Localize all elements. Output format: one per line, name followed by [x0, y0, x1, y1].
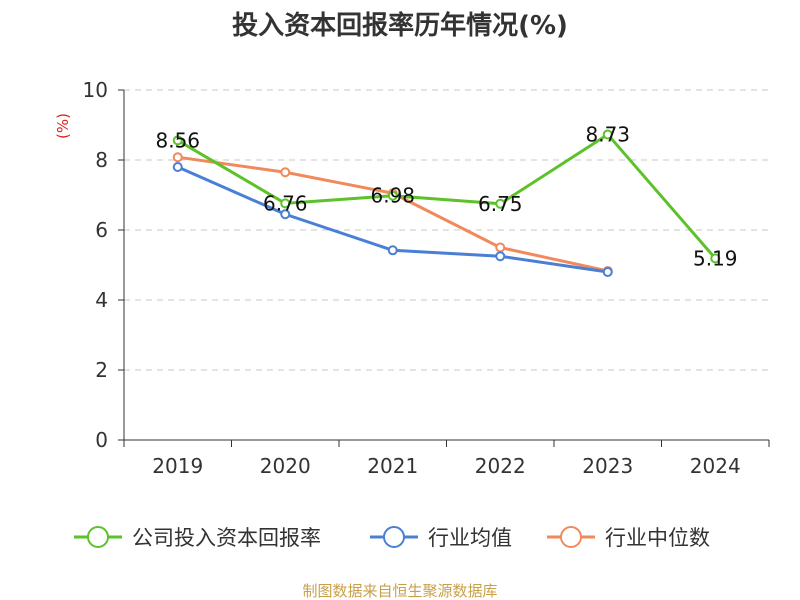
- y-tick-label: 0: [95, 428, 108, 452]
- data-point: [280, 167, 291, 178]
- x-tick-label: 2020: [260, 454, 311, 478]
- data-label: 8.73: [585, 122, 630, 146]
- x-tick-label: 2019: [152, 454, 203, 478]
- data-point: [172, 162, 183, 172]
- series-line: [176, 132, 717, 260]
- legend-marker: [560, 526, 582, 548]
- data-point: [495, 198, 506, 209]
- data-point: [280, 209, 291, 220]
- legend-marker: [383, 526, 405, 548]
- data-label: 8.56: [155, 128, 200, 152]
- chart-title: 投入资本回报率历年情况(%): [232, 10, 568, 41]
- data-label: 5.19: [693, 246, 738, 270]
- data-label: 6.76: [263, 191, 308, 215]
- y-tick-label: 4: [95, 288, 108, 312]
- data-point: [280, 198, 291, 209]
- legend-marker: [87, 526, 109, 548]
- data-point: [387, 190, 398, 201]
- legend-label: 公司投入资本回报率: [132, 526, 321, 550]
- data-point: [710, 253, 721, 264]
- series-group: [172, 129, 721, 277]
- data-point: [495, 242, 506, 253]
- y-tick-label: 10: [83, 78, 108, 102]
- y-tick-label: 2: [95, 358, 108, 382]
- data-point: [172, 135, 183, 146]
- data-point: [387, 245, 398, 256]
- x-tick-label: 2024: [690, 454, 741, 478]
- y-tick-label: 6: [95, 218, 108, 242]
- axes: 0 2 4 6 8 10 2019 2020 2021 2022 2023 2024: [83, 78, 770, 478]
- data-point: [602, 267, 613, 277]
- legend-label: 行业中位数: [605, 526, 710, 550]
- data-label: 6.98: [370, 184, 415, 208]
- y-axis-unit: (%): [54, 113, 72, 139]
- x-tick-label: 2023: [582, 454, 633, 478]
- x-tick-label: 2022: [475, 454, 526, 478]
- data-point: [172, 152, 183, 163]
- data-point: [495, 251, 506, 262]
- data-label: 6.75: [478, 192, 523, 216]
- y-tick-label: 8: [95, 148, 108, 172]
- source-note: 制图数据来自恒生聚源数据库: [302, 582, 497, 600]
- data-point: [602, 129, 613, 140]
- legend: 公司投入资本回报率 行业均值 行业中位数: [74, 526, 710, 550]
- x-tick-label: 2021: [367, 454, 418, 478]
- data-labels: 8.56 6.76 6.98 6.75 8.73 5.19: [155, 122, 737, 270]
- grid-lines: [124, 89, 769, 371]
- legend-label: 行业均值: [428, 526, 512, 550]
